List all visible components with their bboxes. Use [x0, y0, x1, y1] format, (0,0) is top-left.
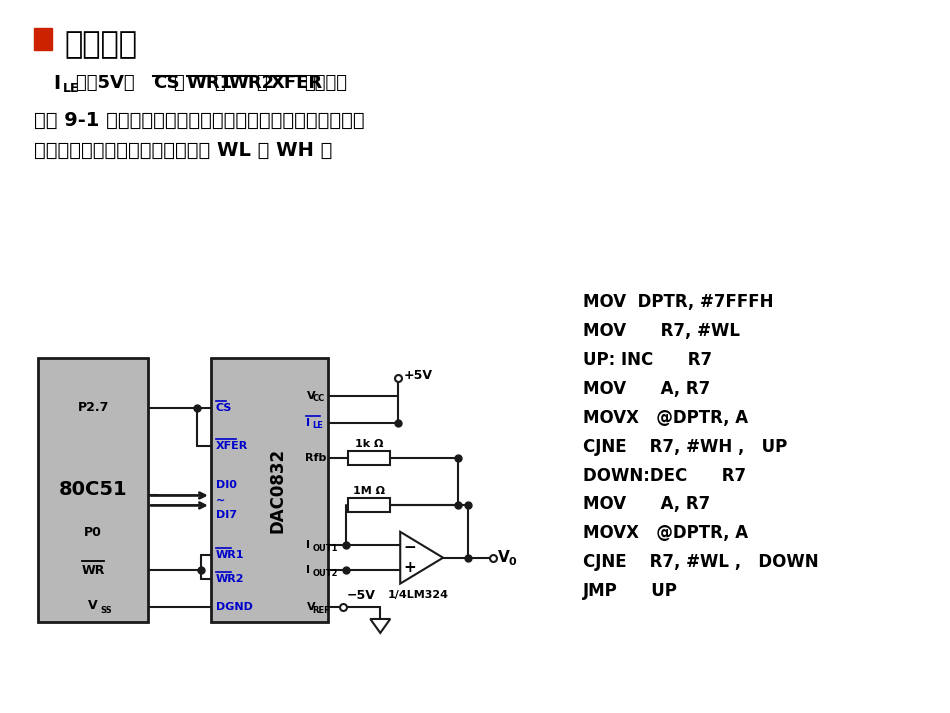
Polygon shape: [400, 532, 443, 584]
Text: DGND: DGND: [216, 602, 253, 612]
Text: WR1: WR1: [187, 74, 233, 92]
Text: LE: LE: [313, 421, 323, 430]
Text: CJNE    R7, #WL ,   DOWN: CJNE R7, #WL , DOWN: [582, 553, 818, 571]
Text: 1k Ω: 1k Ω: [355, 438, 384, 448]
Text: WR2: WR2: [229, 74, 275, 92]
Text: 、: 、: [214, 74, 224, 92]
Text: REF: REF: [313, 605, 331, 615]
Text: CC: CC: [313, 394, 325, 404]
Text: CS: CS: [153, 74, 180, 92]
Bar: [349, 498, 390, 513]
Bar: [349, 451, 390, 465]
Text: P2.7: P2.7: [78, 401, 109, 414]
Text: +5V: +5V: [403, 369, 432, 382]
Text: 《例 9-1 》如图所示。试编写程序段，实现产生三角波。已: 《例 9-1 》如图所示。试编写程序段，实现产生三角波。已: [34, 111, 365, 130]
Text: 1/4LM324: 1/4LM324: [388, 590, 448, 600]
Text: WR: WR: [82, 564, 104, 577]
Text: 0: 0: [509, 557, 517, 567]
Text: V: V: [307, 602, 315, 612]
Text: MOV      R7, #WL: MOV R7, #WL: [582, 322, 740, 340]
Text: V: V: [307, 391, 315, 401]
Text: V: V: [88, 598, 98, 612]
Text: I: I: [307, 565, 311, 575]
Text: XFER: XFER: [216, 441, 248, 451]
Text: MOV      A, R7: MOV A, R7: [582, 380, 710, 398]
Text: P0: P0: [85, 525, 102, 539]
Text: −5V: −5V: [347, 588, 375, 602]
Text: 、: 、: [256, 74, 266, 92]
Text: CJNE    R7, #WH ,   UP: CJNE R7, #WH , UP: [582, 438, 787, 456]
Text: SS: SS: [100, 605, 112, 615]
Text: I: I: [307, 540, 311, 550]
Text: DOWN:DEC      R7: DOWN:DEC R7: [582, 466, 746, 485]
Polygon shape: [370, 619, 390, 633]
Text: 、: 、: [173, 74, 183, 92]
Text: I: I: [53, 73, 61, 93]
Text: 80C51: 80C51: [59, 480, 127, 499]
Text: OUT1: OUT1: [313, 544, 338, 553]
Text: MOVX   @DPTR, A: MOVX @DPTR, A: [582, 524, 748, 543]
Text: 直通方式: 直通方式: [65, 30, 137, 58]
Bar: [38, 358, 148, 622]
Text: DI7: DI7: [216, 511, 237, 520]
Bar: [34, 29, 52, 50]
Text: +: +: [404, 560, 416, 575]
Text: 1M Ω: 1M Ω: [353, 486, 386, 496]
Text: Rfb: Rfb: [305, 453, 326, 463]
Text: MOVX   @DPTR, A: MOVX @DPTR, A: [582, 409, 748, 427]
Text: OUT2: OUT2: [313, 569, 338, 578]
Text: MOV      A, R7: MOV A, R7: [582, 496, 710, 513]
Text: MOV  DPTR, #7FFFH: MOV DPTR, #7FFFH: [582, 293, 773, 311]
Text: 接＋5V，: 接＋5V，: [76, 74, 147, 92]
Text: DAC0832: DAC0832: [269, 448, 287, 533]
Text: I: I: [307, 418, 311, 428]
Text: V: V: [498, 550, 510, 565]
Text: UP: INC      R7: UP: INC R7: [582, 351, 712, 369]
Text: CS: CS: [216, 403, 232, 413]
Text: DI0: DI0: [216, 481, 237, 491]
Text: JMP      UP: JMP UP: [582, 582, 677, 600]
Text: ~: ~: [216, 496, 225, 506]
Bar: [211, 358, 329, 622]
Text: LE: LE: [64, 81, 80, 95]
Text: 知三角波的最低值和最高值分别为 WL 和 WH 。: 知三角波的最低值和最高值分别为 WL 和 WH 。: [34, 141, 332, 160]
Text: WR1: WR1: [216, 550, 244, 560]
Text: XFER: XFER: [271, 74, 323, 92]
Text: 均接地。: 均接地。: [305, 74, 348, 92]
Text: WR2: WR2: [216, 574, 244, 584]
Text: I: I: [307, 418, 311, 428]
Text: −: −: [404, 540, 416, 555]
